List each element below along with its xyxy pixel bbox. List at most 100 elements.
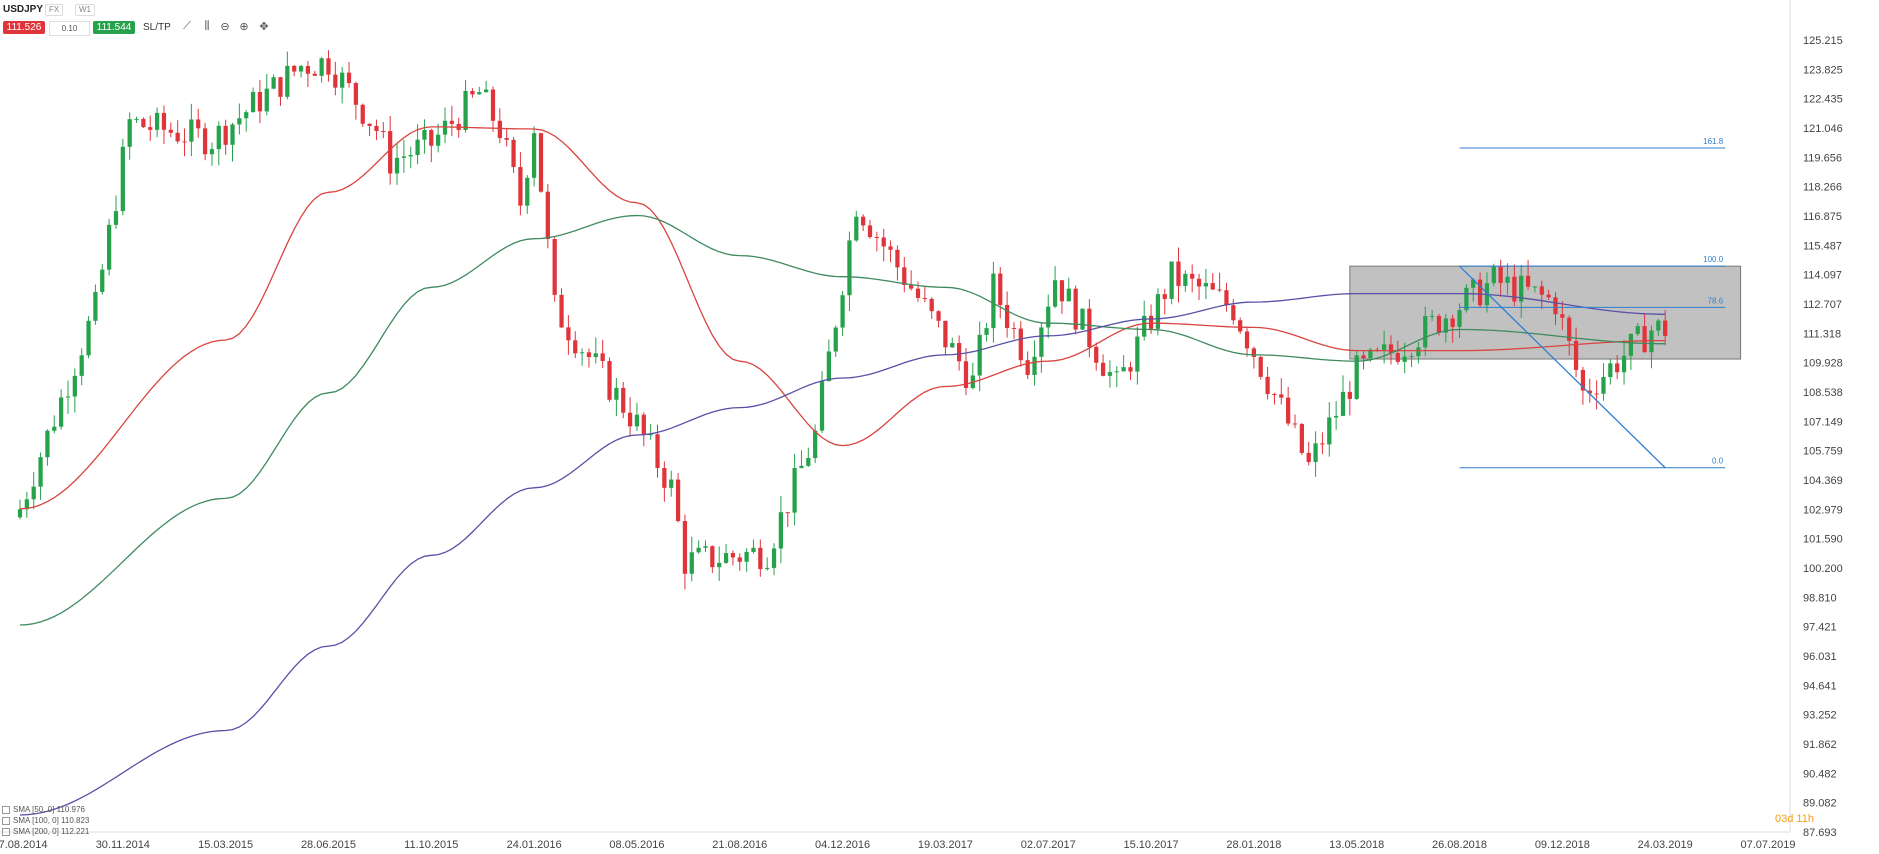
- y-tick-label: 125.215: [1803, 35, 1843, 47]
- candle-body: [1580, 369, 1586, 391]
- candle-body: [662, 468, 667, 488]
- candle-body: [922, 297, 927, 299]
- candle-body: [141, 118, 146, 128]
- crosshair-icon[interactable]: ✥: [259, 21, 269, 33]
- sltp-button[interactable]: SL/TP: [143, 22, 171, 33]
- candle-body: [134, 118, 139, 120]
- candle-body: [237, 118, 242, 125]
- candle-body: [312, 73, 317, 76]
- candle-body: [1512, 276, 1517, 302]
- x-tick-label: 02.07.2017: [1021, 839, 1076, 851]
- candle-body: [648, 434, 653, 436]
- candle-body: [333, 74, 338, 88]
- candle-body: [463, 90, 468, 130]
- candle-body: [1656, 320, 1661, 331]
- range-zone: [1349, 265, 1742, 360]
- candle-body: [1464, 287, 1469, 311]
- checkbox-icon[interactable]: [2, 827, 10, 836]
- market-tag[interactable]: FX: [45, 4, 64, 16]
- candle-body: [669, 479, 674, 488]
- candle-body: [1587, 390, 1592, 394]
- buy-button[interactable]: 111.544: [93, 21, 135, 34]
- candle-body: [31, 486, 36, 500]
- candle-body: [1553, 297, 1558, 315]
- candle-body: [1450, 318, 1455, 327]
- candle-body: [1196, 278, 1202, 287]
- candle-body: [1382, 344, 1387, 350]
- candle-body: [86, 320, 91, 356]
- candle-body: [1546, 294, 1551, 298]
- lot-input[interactable]: 0.10: [49, 21, 90, 36]
- y-tick-label: 118.266: [1803, 182, 1842, 194]
- y-tick-label: 87.693: [1803, 827, 1837, 839]
- checkbox-icon[interactable]: [2, 805, 10, 814]
- candle-body: [1258, 356, 1263, 377]
- sell-button[interactable]: 111.526: [3, 21, 45, 34]
- candle-body: [573, 340, 578, 354]
- x-tick-label: 28.01.2018: [1226, 839, 1281, 851]
- legend-sma100[interactable]: SMA [100, 0] 110.823: [2, 815, 89, 826]
- x-tick-label: 24.01.2016: [507, 839, 562, 851]
- candle-body: [950, 343, 955, 348]
- symbol-label[interactable]: USDJPY: [3, 4, 44, 15]
- candle-body: [1334, 415, 1339, 418]
- candle-body: [504, 137, 509, 140]
- candle-body: [1231, 305, 1236, 321]
- sma200-line: [19, 292, 1666, 816]
- candle-body: [826, 351, 832, 382]
- x-tick-label: 19.03.2017: [918, 839, 973, 851]
- x-tick-label: 15.10.2017: [1124, 839, 1179, 851]
- candle-body: [991, 273, 996, 329]
- x-tick-label: 21.08.2016: [712, 839, 767, 851]
- candle-body: [1018, 328, 1023, 361]
- candle-body: [1299, 424, 1304, 453]
- candle-body: [161, 112, 167, 130]
- candle-body: [1292, 423, 1298, 425]
- legend-sma200[interactable]: SMA [200, 0] 112.221: [2, 826, 89, 837]
- candle-body: [1162, 294, 1167, 299]
- candle-body: [415, 139, 420, 156]
- candle-body: [394, 157, 400, 174]
- checkbox-icon[interactable]: [2, 816, 10, 825]
- candle-body: [915, 288, 921, 298]
- candle-body: [1409, 356, 1414, 358]
- candle-body: [1368, 349, 1373, 359]
- candle-body: [127, 119, 132, 147]
- y-tick-label: 102.979: [1803, 504, 1843, 516]
- candle-body: [408, 155, 413, 157]
- candle-body: [374, 125, 379, 132]
- candle-body: [1306, 452, 1311, 463]
- y-tick-label: 100.200: [1803, 563, 1843, 575]
- y-tick-label: 90.482: [1803, 768, 1837, 780]
- candle-body: [1094, 346, 1099, 363]
- candle-body: [292, 65, 297, 72]
- candle-body: [1615, 363, 1620, 373]
- candle-timer: 03d 11h: [1775, 813, 1814, 825]
- candle-body: [675, 479, 681, 522]
- candle-body: [1608, 363, 1613, 378]
- candle-body: [1491, 266, 1496, 284]
- candle-body: [1436, 315, 1442, 333]
- candle-body: [1635, 326, 1640, 334]
- candle-body: [1416, 347, 1421, 357]
- candle-body: [264, 88, 269, 112]
- candle-body: [1046, 306, 1051, 328]
- zoom-in-icon[interactable]: ⊕: [239, 21, 249, 33]
- candle-body: [621, 387, 626, 413]
- legend-sma50[interactable]: SMA [50, 0] 110.976: [2, 804, 89, 815]
- candle-body: [614, 387, 619, 400]
- trend-icon[interactable]: ⟋: [183, 20, 191, 32]
- candle-body: [956, 343, 962, 362]
- candle-body: [1354, 355, 1359, 399]
- candle-body: [1313, 443, 1318, 463]
- x-tick-label: 07.07.2019: [1740, 839, 1795, 851]
- candle-body: [154, 112, 160, 130]
- candle-body: [1498, 266, 1503, 283]
- zoom-out-icon[interactable]: ⊖: [220, 21, 230, 33]
- candles-icon[interactable]: ⫼: [204, 20, 210, 32]
- candle-body: [998, 273, 1003, 305]
- candle-body: [442, 120, 448, 135]
- timeframe-select[interactable]: W1: [75, 4, 95, 16]
- candle-body: [1100, 362, 1106, 376]
